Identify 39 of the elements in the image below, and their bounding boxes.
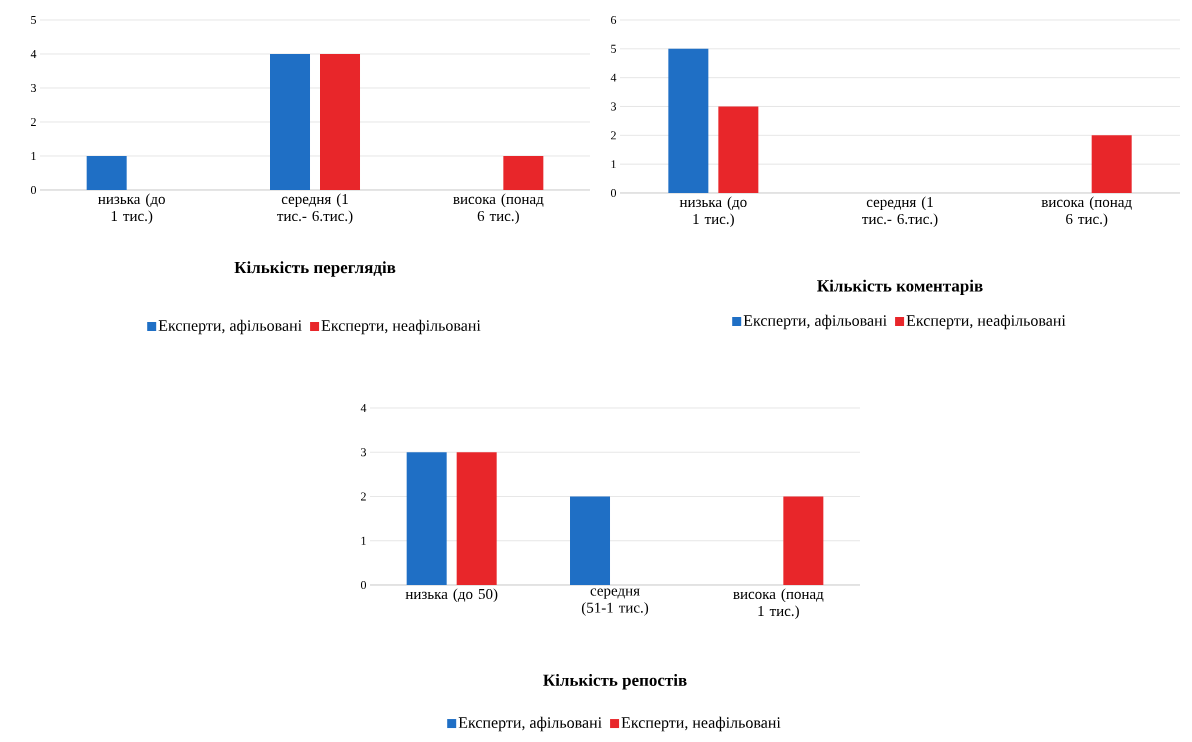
text: Кількість репостів <box>543 673 687 690</box>
legend-label: Експерти, афільовані <box>458 716 602 732</box>
bar <box>668 48 709 193</box>
x-tick-label: середня (51-1 тис.) <box>581 588 649 616</box>
x-tick-label: низька (до 1 тис.) <box>98 193 165 225</box>
bar <box>1091 135 1132 193</box>
x-tick-label: середня (1 тис.- 6.тис.) <box>862 196 938 228</box>
y-tick-label: 6 <box>611 15 617 25</box>
y-tick-label: 4 <box>610 73 617 82</box>
x-tick-label: середня (1 тис.- 6.тис.) <box>277 193 353 225</box>
bar <box>718 106 759 193</box>
y-tick-label: 1 <box>611 160 616 169</box>
y-tick-label: 3 <box>31 83 37 93</box>
text: Кількість коментарів <box>817 279 983 296</box>
y-tick-label: 2 <box>31 118 36 126</box>
x-tick-label: висока (понад 6 тис.) <box>453 193 544 225</box>
y-tick-label: 0 <box>360 580 367 590</box>
x-tick-label: висока (понад 6 тис.) <box>1041 196 1132 228</box>
y-tick-label: 5 <box>611 44 617 53</box>
y-tick-label: 0 <box>30 185 37 195</box>
y-tick-label: 5 <box>31 16 37 24</box>
x-tick-label: низька (до 1 тис.) <box>679 196 747 228</box>
y-tick-label: 1 <box>361 536 366 545</box>
text: Кількість переглядів <box>234 261 396 277</box>
y-tick-label: 4 <box>30 50 37 58</box>
x-tick-label: висока (понад 1 тис.) <box>733 588 824 620</box>
y-tick-label: 2 <box>361 492 366 501</box>
legend-label: Експерти, неафільовані <box>906 314 1066 330</box>
y-tick-label: 3 <box>611 102 617 111</box>
x-tick-label: низька (до 50) <box>405 588 498 603</box>
legend-label: Експерти, афільовані <box>158 319 302 335</box>
legend-label: Експерти, неафільовані <box>621 716 781 732</box>
y-tick-label: 4 <box>360 404 367 412</box>
legend-label: Експерти, неафільовані <box>321 319 481 335</box>
y-tick-label: 2 <box>611 131 616 140</box>
y-tick-label: 0 <box>610 188 617 198</box>
y-tick-label: 1 <box>31 152 36 160</box>
legend-label: Експерти, афільовані <box>743 314 887 330</box>
y-tick-label: 3 <box>361 448 367 457</box>
